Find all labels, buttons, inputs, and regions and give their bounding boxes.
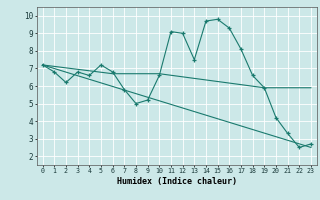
X-axis label: Humidex (Indice chaleur): Humidex (Indice chaleur): [117, 177, 237, 186]
